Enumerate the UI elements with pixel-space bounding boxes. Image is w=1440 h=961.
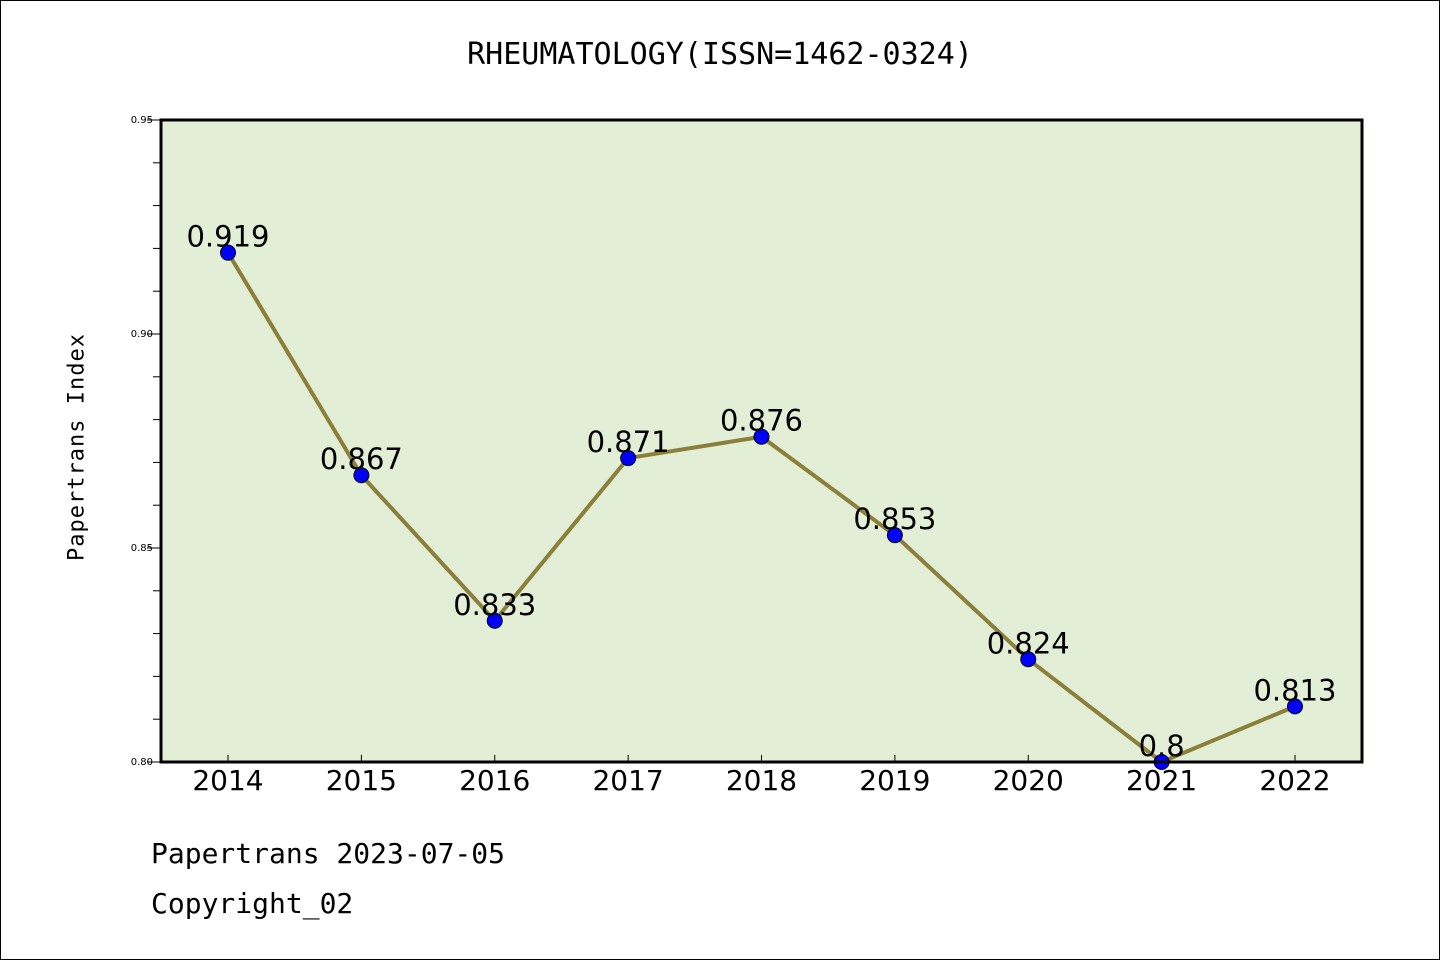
data-point (753, 428, 770, 445)
x-tick-label: 2018 (726, 764, 797, 797)
data-point (486, 612, 503, 629)
data-label: 0.876 (720, 404, 803, 438)
data-label: 0.867 (320, 442, 403, 476)
data-point (1020, 651, 1037, 668)
data-point (353, 467, 370, 484)
x-tick-label: 2015 (326, 764, 397, 797)
data-labels: 0.919 0.867 0.833 0.871 0.876 0.853 0.824 0.8 0.… (186, 220, 1336, 763)
footer-copyright: Copyright_02 (151, 887, 354, 920)
data-label: 0.919 (186, 220, 269, 254)
data-point (220, 244, 236, 261)
x-tick-label: 2016 (459, 764, 530, 797)
x-tick-label: 2017 (592, 764, 663, 797)
data-label: 0.833 (453, 588, 536, 622)
y-tick-label: 0.80 (131, 757, 153, 768)
footer-date: Papertrans 2023-07-05 (151, 837, 506, 870)
y-tick-label: 0.95 (131, 115, 153, 126)
data-label: 0.853 (853, 502, 936, 536)
chart-title: RHEUMATOLOGY(ISSN=1462-0324) (467, 37, 973, 72)
data-point (886, 527, 903, 544)
data-label: 0.8 (1139, 729, 1185, 763)
x-tick-label: 2014 (192, 764, 263, 797)
data-point (1287, 698, 1303, 715)
data-point (620, 450, 637, 467)
y-tick-label: 0.90 (131, 329, 153, 340)
y-tick-label: 0.85 (131, 543, 153, 554)
data-label: 0.871 (587, 425, 670, 459)
plot-frame (159, 118, 1364, 764)
x-tick-label: 2019 (859, 764, 930, 797)
y-axis: 0.80 0.85 0.90 0.95 (131, 115, 161, 768)
x-tick-label: 2022 (1259, 764, 1330, 797)
data-label: 0.824 (987, 626, 1070, 660)
x-tick-label: 2020 (993, 764, 1064, 797)
data-label: 0.813 (1253, 673, 1336, 707)
